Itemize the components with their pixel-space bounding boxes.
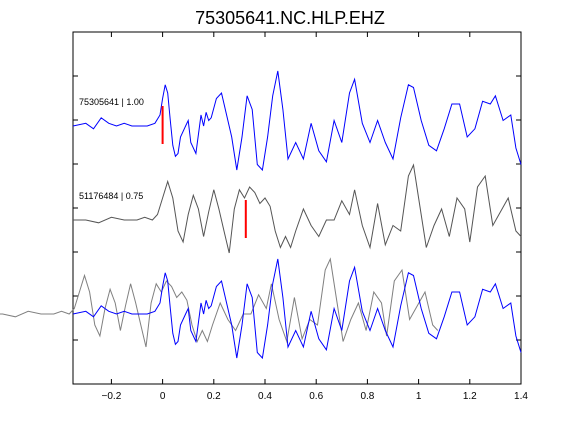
overlay-line-primary <box>72 258 522 360</box>
x-tick-label: 1 <box>416 391 422 402</box>
x-tick-label: 0.8 <box>360 391 374 402</box>
trace-line-primary <box>72 70 522 172</box>
plot-frame <box>72 31 522 385</box>
x-tick-label: 0.6 <box>309 391 323 402</box>
traces-group: 75305641 | 1.00 51176484 | 0.75 <box>0 70 522 360</box>
y-axis <box>73 75 521 341</box>
x-tick-label: 0.4 <box>258 391 272 402</box>
trace-line-secondary <box>73 163 522 254</box>
trace-label-secondary: 51176484 | 0.75 <box>79 191 143 201</box>
trace-label-primary: 75305641 | 1.00 <box>79 97 144 107</box>
overlay-line-secondary <box>0 257 439 348</box>
x-tick-label: 0 <box>160 391 166 402</box>
x-tick-label: 1.2 <box>463 391 477 402</box>
chart-title: 75305641.NC.HLP.EHZ <box>195 8 385 28</box>
x-tick-label: 1.4 <box>514 391 528 402</box>
x-tick-label: −0.2 <box>102 391 122 402</box>
x-tick-label: 0.2 <box>207 391 221 402</box>
x-axis: −0.2 0 0.2 0.4 0.6 0.8 1 1.2 1.4 <box>102 32 528 402</box>
